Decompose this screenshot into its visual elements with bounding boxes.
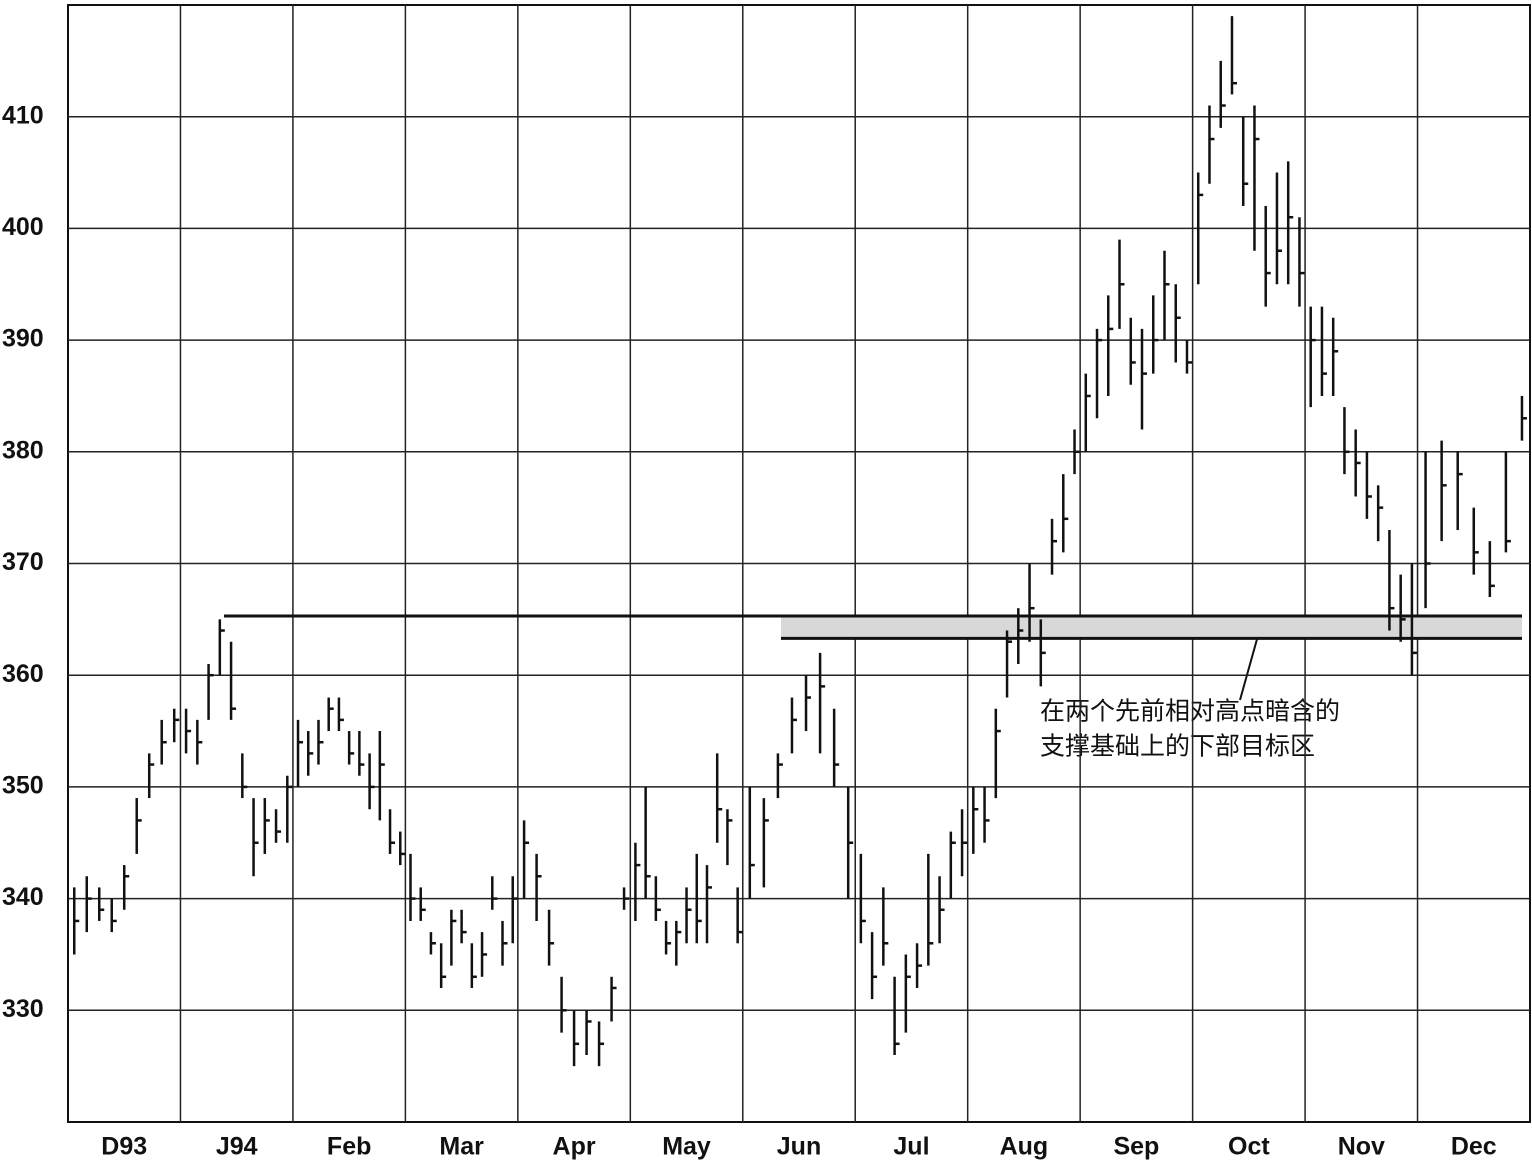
x-tick-label: Mar	[439, 1133, 484, 1161]
x-tick-label: D93	[101, 1133, 147, 1161]
annotation-line: 支撑基础上的下部目标区	[1040, 733, 1315, 761]
x-tick-label: Oct	[1228, 1133, 1270, 1161]
target-zone	[781, 615, 1522, 639]
y-tick-label: 370	[2, 548, 44, 576]
y-tick-label: 380	[2, 436, 44, 464]
x-tick-label: Jul	[893, 1133, 929, 1161]
y-tick-label: 400	[2, 213, 44, 241]
annotation-arrow	[1239, 631, 1260, 701]
y-tick-label: 340	[2, 883, 44, 911]
x-tick-label: Dec	[1451, 1133, 1497, 1161]
y-tick-label: 410	[2, 101, 44, 129]
y-tick-label: 360	[2, 660, 44, 688]
y-tick-label: 330	[2, 995, 44, 1023]
x-tick-label: May	[662, 1133, 711, 1161]
y-tick-label: 350	[2, 772, 44, 800]
x-tick-label: Nov	[1338, 1133, 1385, 1161]
annotation-line: 在两个先前相对高点暗含的	[1040, 698, 1340, 726]
y-tick-label: 390	[2, 325, 44, 353]
x-tick-label: J94	[216, 1133, 258, 1161]
x-tick-label: Sep	[1113, 1133, 1159, 1161]
x-tick-label: Jun	[777, 1133, 821, 1161]
x-tick-label: Apr	[553, 1133, 596, 1161]
x-tick-label: Feb	[327, 1133, 371, 1161]
x-tick-label: Aug	[1000, 1133, 1049, 1161]
